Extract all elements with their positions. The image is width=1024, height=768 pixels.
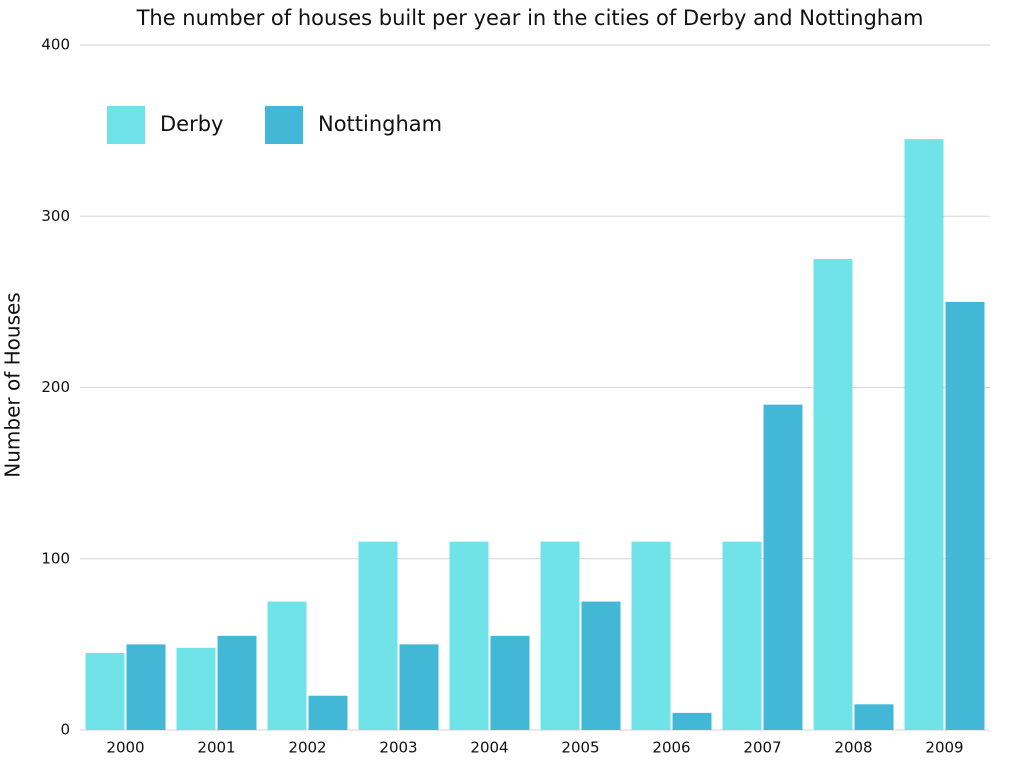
bar	[904, 139, 944, 730]
legend-label: Derby	[160, 112, 223, 136]
bar	[358, 541, 398, 730]
y-tick-label: 0	[60, 721, 70, 739]
bar	[449, 541, 489, 730]
x-tick-label: 2000	[106, 739, 144, 757]
bar	[176, 647, 216, 730]
x-tick-label: 2003	[379, 739, 417, 757]
x-tick-label: 2008	[834, 739, 872, 757]
bar	[854, 704, 894, 730]
y-axis-label: Number of Houses	[1, 292, 25, 477]
y-tick-label: 400	[41, 36, 70, 54]
bar	[217, 635, 257, 730]
bar	[85, 652, 125, 730]
bar	[399, 644, 439, 730]
x-tick-label: 2009	[925, 739, 963, 757]
y-tick-label: 300	[41, 207, 70, 225]
legend-label: Nottingham	[318, 112, 442, 136]
legend-swatch	[265, 106, 303, 144]
x-tick-label: 2002	[288, 739, 326, 757]
x-tick-label: 2006	[652, 739, 690, 757]
y-tick-label: 200	[41, 378, 70, 396]
y-tick-label: 100	[41, 549, 70, 567]
x-tick-label: 2001	[197, 739, 235, 757]
bar	[126, 644, 166, 730]
x-tick-label: 2007	[743, 739, 781, 757]
bar	[631, 541, 671, 730]
chart-title: The number of houses built per year in t…	[136, 6, 924, 30]
bar	[308, 695, 348, 730]
bar	[813, 259, 853, 730]
legend-swatch	[107, 106, 145, 144]
bar	[540, 541, 580, 730]
bar	[945, 301, 985, 730]
x-tick-label: 2004	[470, 739, 508, 757]
x-tick-label: 2005	[561, 739, 599, 757]
bar	[722, 541, 762, 730]
bar	[672, 712, 712, 730]
bar	[267, 601, 307, 730]
bar	[490, 635, 530, 730]
bar	[581, 601, 621, 730]
bar	[763, 404, 803, 730]
